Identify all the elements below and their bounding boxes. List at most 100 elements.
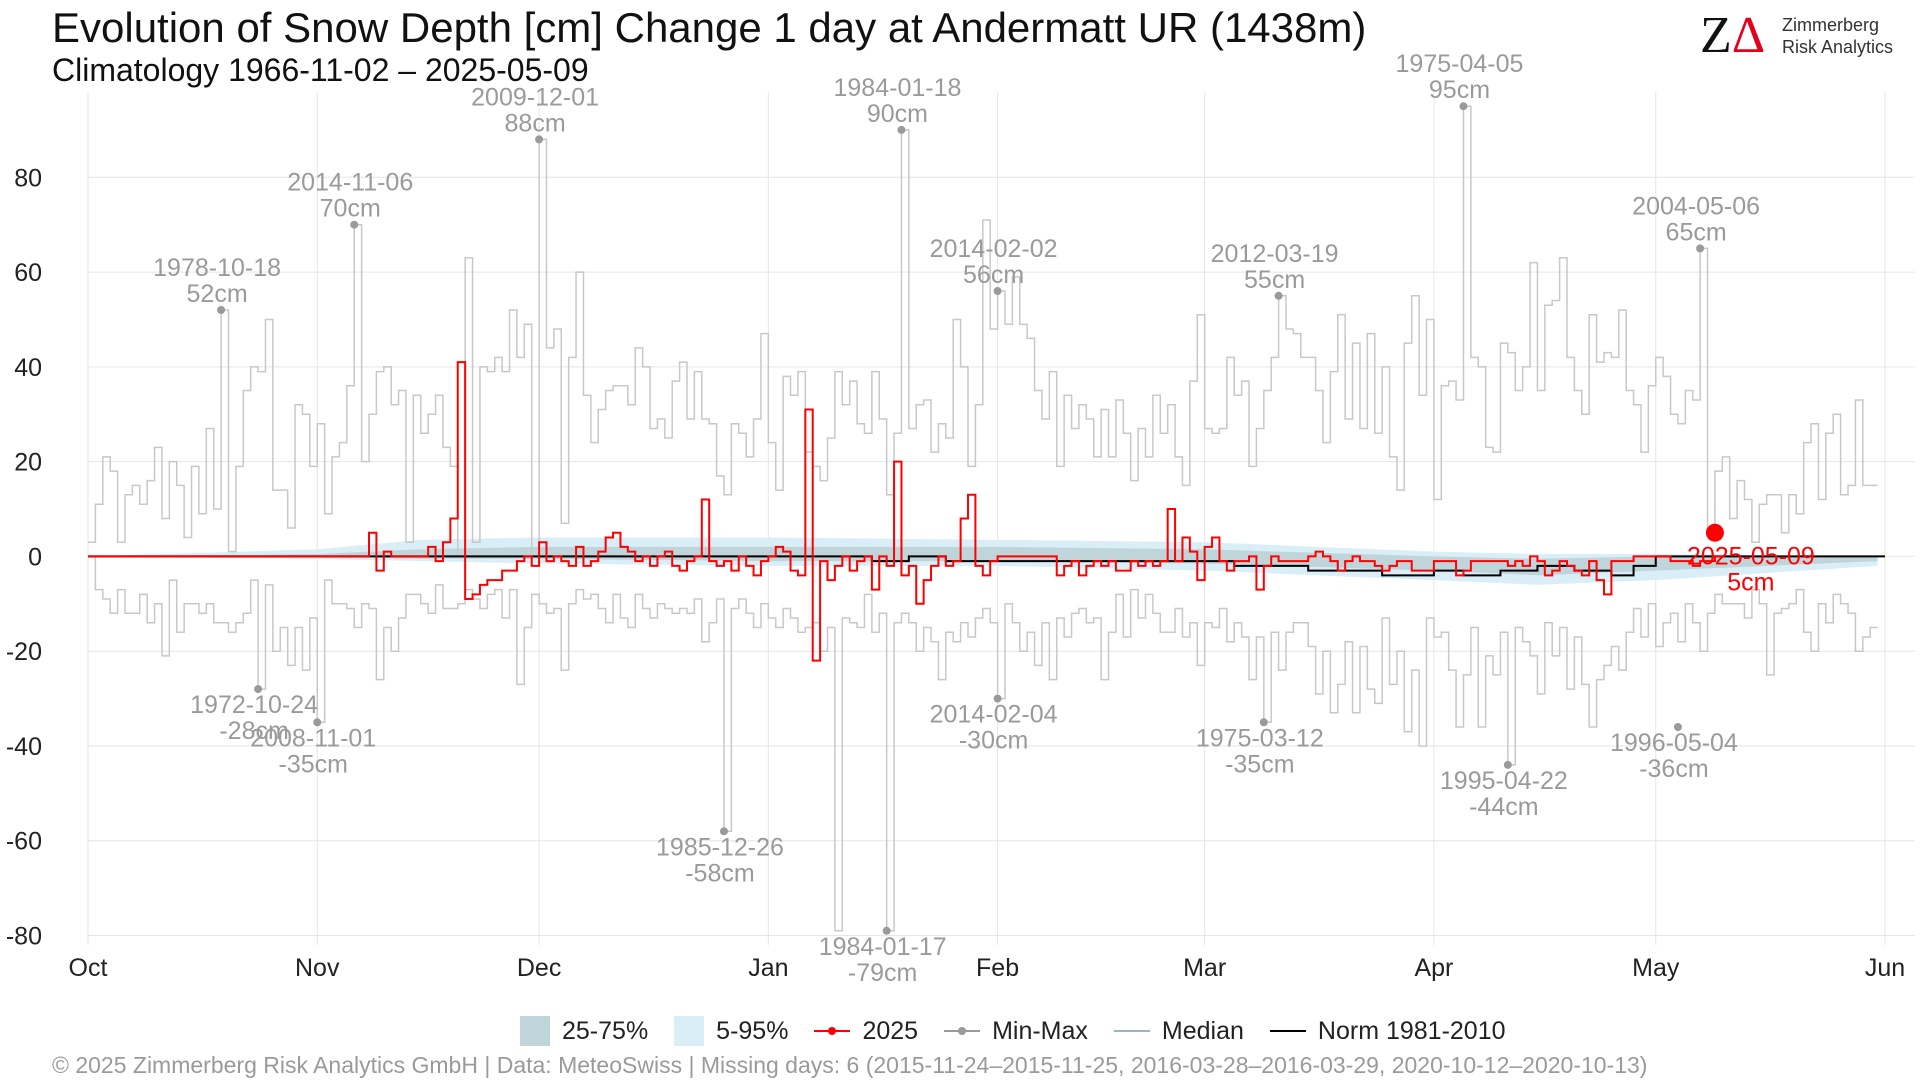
y-tick-label: 80 [14, 164, 42, 192]
legend-label-iqr: 25-75% [562, 1016, 649, 1045]
legend-label-minmax: Min-Max [992, 1016, 1088, 1045]
legend-label-median: Median [1161, 1016, 1244, 1045]
extreme-value-label: -58cm [685, 859, 754, 887]
y-tick-label: -60 [6, 828, 42, 856]
chart-title: Evolution of Snow Depth [cm] Change 1 da… [52, 4, 1367, 51]
x-tick-label: Jan [748, 954, 788, 982]
extreme-date-label: 1984-01-18 [834, 74, 962, 102]
logo-delta-glyph: Δ [1731, 7, 1766, 64]
extreme-date-label: 1995-04-22 [1440, 767, 1568, 795]
x-tick-label: Jun [1865, 954, 1905, 982]
extreme-value-label: 88cm [505, 109, 566, 137]
extreme-point [313, 718, 322, 727]
extreme-point [1503, 760, 1512, 769]
logo-line-1: Zimmerberg [1782, 15, 1880, 35]
extreme-date-label: 1975-04-05 [1396, 50, 1524, 78]
extreme-date-label: 1975-03-12 [1196, 724, 1324, 752]
logo-line-2: Risk Analytics [1782, 37, 1894, 57]
chart-subtitle: Climatology 1966-11-02 – 2025-05-09 [52, 52, 589, 88]
y-tick-label: -80 [6, 923, 42, 951]
series-2025-line [88, 361, 1723, 662]
extreme-point [1274, 291, 1283, 300]
legend-item-p90[interactable]: 5-95% [674, 1016, 788, 1046]
extreme-date-label: 2004-05-06 [1632, 192, 1760, 220]
legend-label-norm: Norm 1981-2010 [1317, 1016, 1506, 1045]
y-tick-label: 20 [14, 449, 42, 477]
extreme-point [254, 685, 263, 694]
extreme-date-label: 1996-05-04 [1610, 729, 1738, 757]
latest-value-label: 5cm [1727, 569, 1774, 597]
extreme-point [882, 926, 891, 935]
extreme-date-label: 1984-01-17 [819, 933, 947, 961]
latest-2025-point [1705, 523, 1724, 542]
logo-z-glyph: Z [1700, 7, 1732, 64]
series-2025-group [88, 361, 1723, 662]
legend-label-2025: 2025 [862, 1016, 919, 1045]
legend-swatch-iqr [520, 1016, 550, 1046]
extreme-date-label: 2014-11-06 [287, 169, 413, 197]
extreme-date-label: 1972-10-24 [190, 691, 318, 719]
min-line [88, 555, 1878, 932]
legend-item-2025[interactable]: 2025 [814, 1016, 918, 1046]
legend-item-norm[interactable]: Norm 1981-2010 [1269, 1016, 1506, 1046]
extreme-value-label: 52cm [187, 280, 248, 308]
extreme-date-label: 2009-12-01 [471, 83, 599, 111]
x-tick-label: Dec [517, 954, 561, 982]
extreme-value-label: -36cm [1639, 755, 1708, 783]
min-max-lines [88, 105, 1878, 932]
extreme-date-label: 2014-02-02 [930, 235, 1058, 263]
logo-mark: ZΔ [1700, 10, 1765, 62]
extreme-date-label: 2014-02-04 [930, 701, 1058, 729]
extreme-date-label: 2012-03-19 [1211, 240, 1339, 268]
legend-item-iqr[interactable]: 25-75% [520, 1016, 648, 1046]
extreme-date-label: 1978-10-18 [153, 254, 281, 282]
legend-swatch-p90 [674, 1016, 705, 1046]
extreme-point [1259, 718, 1268, 727]
extreme-value-label: -28cm [219, 717, 288, 745]
legend-item-median[interactable]: Median [1113, 1016, 1244, 1046]
legend-swatch-minmax [944, 1016, 981, 1046]
legend-swatch-norm [1269, 1016, 1306, 1046]
extreme-value-label: -35cm [1225, 750, 1294, 778]
y-tick-label: 40 [14, 354, 42, 382]
extreme-date-label: 1985-12-26 [656, 833, 784, 861]
x-tick-label: May [1632, 954, 1680, 982]
extreme-value-label: -35cm [279, 750, 348, 778]
legend-swatch-median [1113, 1016, 1150, 1046]
extreme-value-label: 65cm [1666, 218, 1727, 246]
grid [87, 92, 1915, 945]
extreme-value-label: -44cm [1469, 793, 1538, 821]
extreme-point [993, 287, 1002, 296]
y-tick-label: 60 [14, 259, 42, 287]
latest-date-label: 2025-05-09 [1687, 543, 1815, 571]
extreme-point [993, 694, 1002, 703]
extreme-point [350, 220, 359, 229]
extreme-value-label: -79cm [848, 959, 917, 987]
extreme-value-label: 95cm [1429, 76, 1490, 104]
extreme-point [1696, 244, 1705, 253]
logo-text: Zimmerberg Risk Analytics [1782, 14, 1893, 58]
y-tick-label: -40 [6, 733, 42, 761]
x-tick-label: Oct [69, 954, 108, 982]
x-tick-label: Mar [1183, 954, 1226, 982]
extreme-value-label: 56cm [963, 261, 1024, 289]
legend-swatch-2025 [814, 1016, 851, 1046]
axes: 80 60 40 20 0 -20 -40 -60 -80 Oct Nov Dec Jan Feb Mar A… [6, 164, 1905, 982]
extreme-value-label: 70cm [320, 195, 381, 223]
y-tick-label: 0 [28, 543, 42, 571]
extreme-point [217, 305, 226, 314]
legend-item-minmax[interactable]: Min-Max [944, 1016, 1088, 1046]
extreme-value-label: -30cm [959, 727, 1028, 755]
extreme-point [897, 125, 906, 134]
max-line [88, 105, 1878, 558]
y-tick-label: -20 [6, 638, 42, 666]
footer-credits: © 2025 Zimmerberg Risk Analytics GmbH | … [52, 1052, 1648, 1078]
x-tick-label: Feb [976, 954, 1019, 982]
extreme-point [1459, 102, 1468, 111]
extreme-point [1673, 723, 1682, 732]
legend-label-p90: 5-95% [716, 1016, 789, 1045]
extreme-value-label: 90cm [867, 100, 928, 128]
extreme-point [719, 827, 728, 836]
